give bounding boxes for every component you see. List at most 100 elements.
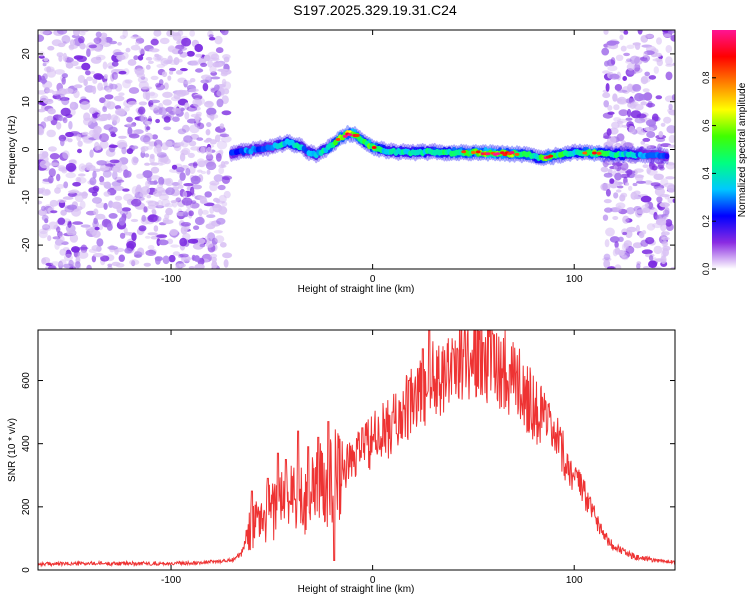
noise-blob xyxy=(140,114,147,122)
noise-blob xyxy=(206,122,212,128)
noise-blob xyxy=(217,68,229,72)
noise-blob xyxy=(128,87,140,94)
noise-blob xyxy=(178,263,186,268)
noise-blob xyxy=(64,205,75,213)
noise-blob xyxy=(117,42,122,46)
noise-blob xyxy=(48,221,58,230)
noise-blob xyxy=(102,170,112,178)
noise-blob xyxy=(206,169,211,175)
noise-blob xyxy=(645,102,656,108)
noise-blob xyxy=(189,30,196,37)
noise-blob xyxy=(79,101,91,110)
noise-blob xyxy=(627,108,632,118)
noise-blob xyxy=(666,125,675,134)
noise-blob xyxy=(140,134,151,143)
noise-blob xyxy=(627,83,634,93)
noise-blob xyxy=(46,68,57,78)
noise-blob xyxy=(57,217,66,225)
y-tick-label: 20 xyxy=(21,48,32,60)
noise-blob xyxy=(44,89,54,93)
noise-blob xyxy=(145,200,154,204)
noise-blob xyxy=(205,137,213,142)
noise-blob xyxy=(646,167,651,174)
noise-blob xyxy=(211,260,218,269)
noise-blob xyxy=(184,102,190,110)
noise-blob xyxy=(661,236,670,241)
noise-blob xyxy=(122,30,128,39)
noise-blob xyxy=(144,120,152,125)
noise-blob xyxy=(111,61,119,67)
noise-blob xyxy=(219,133,230,138)
noise-blob xyxy=(208,113,219,119)
noise-blob xyxy=(208,36,216,41)
noise-blob xyxy=(648,161,655,170)
noise-blob xyxy=(214,84,220,91)
noise-blob xyxy=(175,70,183,75)
noise-blob xyxy=(612,93,618,102)
noise-blob xyxy=(219,123,225,129)
noise-blob xyxy=(604,207,613,213)
noise-blob xyxy=(189,202,200,209)
noise-blob xyxy=(666,184,675,193)
noise-blob xyxy=(96,144,102,151)
noise-blob xyxy=(60,138,65,147)
spectrogram-x-ticks: -100 0 100 xyxy=(161,30,583,285)
noise-blob xyxy=(635,174,644,182)
noise-blob xyxy=(54,187,61,194)
noise-blob xyxy=(193,225,200,230)
noise-blob xyxy=(223,259,229,268)
noise-blob xyxy=(628,125,635,134)
noise-blob xyxy=(131,156,139,166)
noise-blob xyxy=(190,60,201,66)
noise-blob xyxy=(155,82,162,88)
noise-blob xyxy=(63,253,73,262)
spectrogram-signal-track xyxy=(229,125,670,167)
noise-blob xyxy=(604,60,610,67)
noise-blob xyxy=(130,44,141,51)
noise-blob xyxy=(668,103,673,111)
noise-blob xyxy=(603,100,609,108)
noise-blob xyxy=(41,77,47,85)
noise-blob xyxy=(147,214,158,223)
noise-blob xyxy=(183,183,194,187)
noise-blob xyxy=(131,145,139,150)
noise-blob xyxy=(85,226,95,232)
noise-blob xyxy=(195,53,203,58)
noise-blob xyxy=(86,264,92,269)
noise-blob xyxy=(109,83,118,90)
noise-blob xyxy=(42,178,52,182)
noise-blob xyxy=(96,118,106,122)
noise-blob xyxy=(79,42,86,50)
y-tick-label: 10 xyxy=(21,96,32,108)
noise-blob xyxy=(100,32,108,39)
noise-blob xyxy=(155,83,165,91)
noise-blob xyxy=(66,229,77,236)
noise-blob xyxy=(635,224,641,233)
noise-blob xyxy=(632,84,642,92)
noise-blob xyxy=(206,242,214,248)
noise-blob xyxy=(609,178,615,184)
noise-blob xyxy=(156,63,166,68)
noise-blob xyxy=(173,143,182,152)
noise-blob xyxy=(642,164,649,169)
noise-blob xyxy=(127,101,138,106)
noise-blob xyxy=(216,217,226,225)
noise-blob xyxy=(45,262,54,267)
noise-blob xyxy=(99,181,108,186)
colorbar-tick-label: 0.6 xyxy=(701,119,711,132)
noise-blob xyxy=(213,230,223,234)
noise-blob xyxy=(108,40,118,45)
noise-blob xyxy=(73,84,83,89)
noise-blob xyxy=(108,126,118,134)
noise-blob xyxy=(638,232,645,239)
signal-cell xyxy=(592,151,597,155)
signal-cell xyxy=(509,151,515,155)
noise-blob xyxy=(212,62,223,68)
noise-blob xyxy=(158,239,169,246)
noise-blob xyxy=(144,153,150,158)
noise-blob xyxy=(182,190,188,200)
noise-blob xyxy=(190,175,201,185)
noise-blob xyxy=(606,40,617,46)
noise-blob xyxy=(47,108,56,115)
